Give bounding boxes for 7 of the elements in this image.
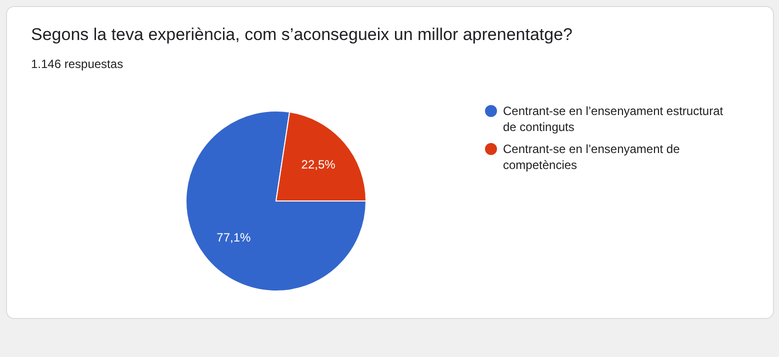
data-label: 22,5% — [301, 158, 336, 172]
text: 1.146 respuestas — [31, 57, 124, 71]
pie-slice — [186, 110, 366, 292]
legend-label: Centrant-se en l’ensenyament estructurat de continguts — [503, 103, 724, 135]
legend-label: Centrant-se en l’ensenyament de competències — [503, 141, 681, 173]
chart-title: Segons la teva experiència, com s’aconsegueix un millor aprenentatge? — [31, 25, 572, 45]
data-label: 77,1% — [216, 230, 252, 244]
